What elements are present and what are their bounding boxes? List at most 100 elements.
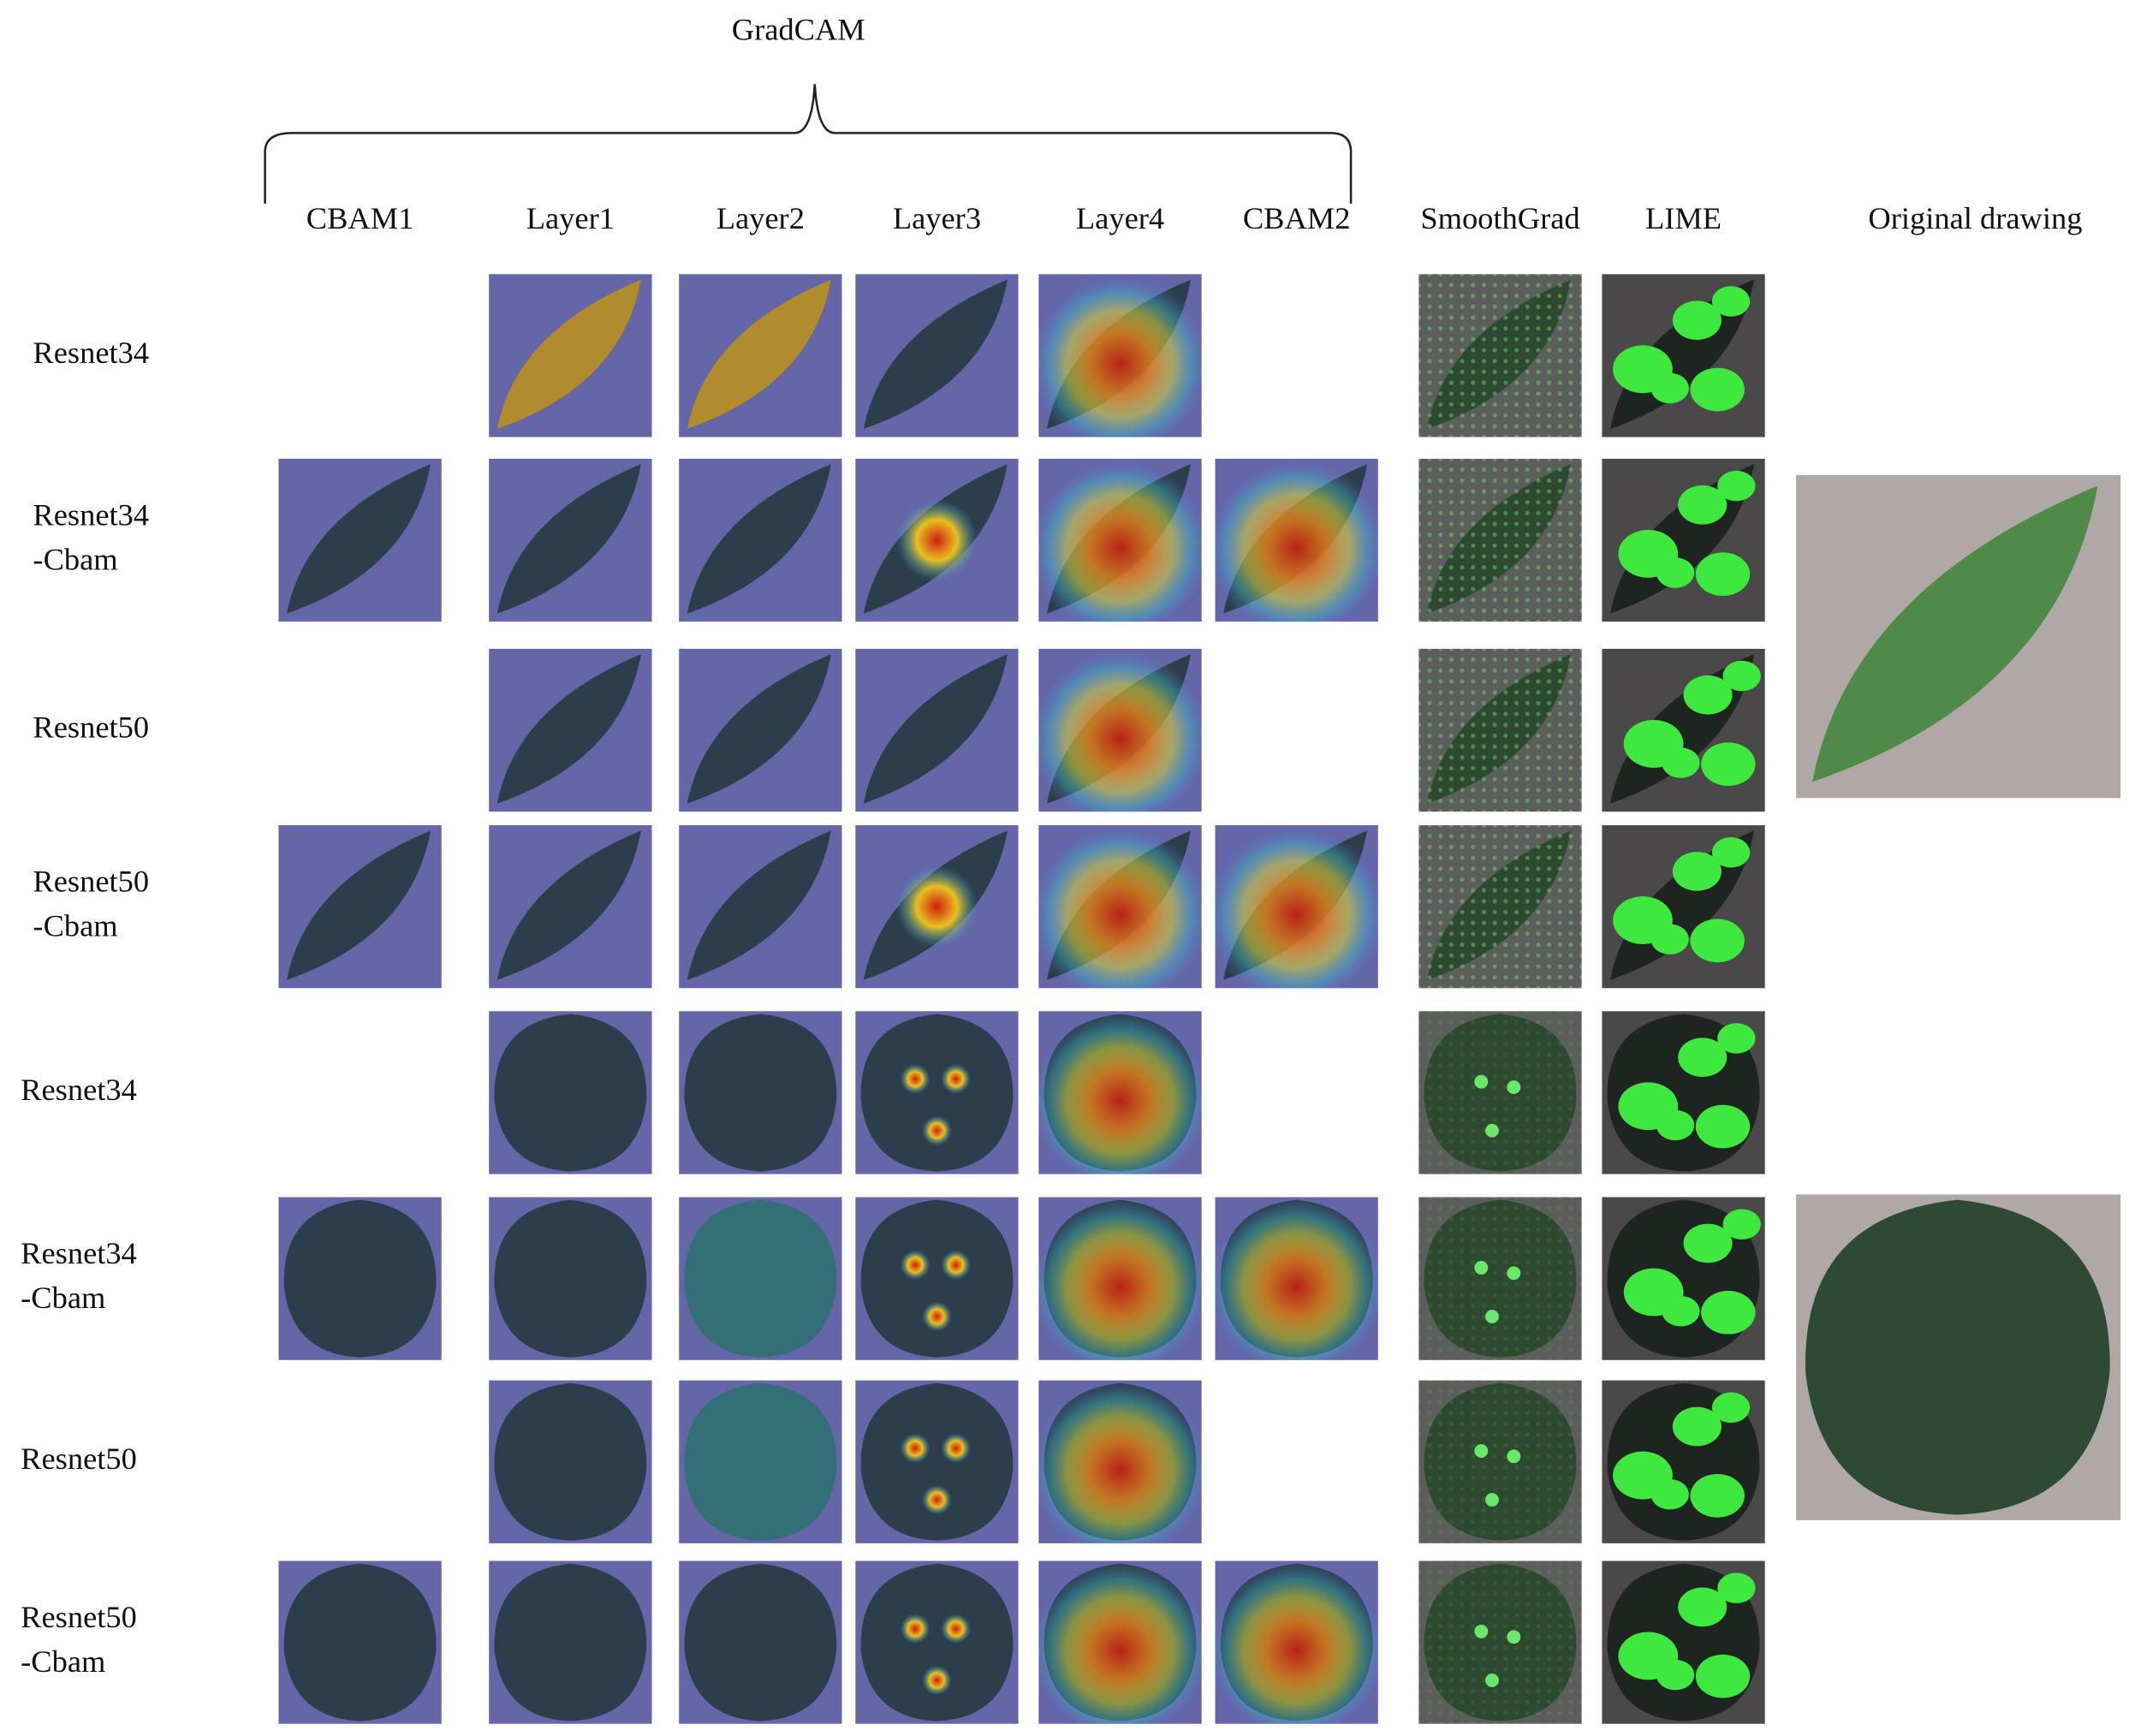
image-cell: [855, 274, 1019, 437]
leaf: [497, 654, 641, 804]
lime-region: [1662, 1295, 1700, 1327]
heat-spot: [900, 1614, 931, 1644]
leaf: [687, 830, 831, 980]
row-label: Resnet34: [21, 1073, 137, 1107]
image-cell: [1215, 1561, 1378, 1724]
row-label: -Cbam: [33, 909, 117, 943]
lime-region: [1656, 557, 1695, 588]
lime-region: [1683, 675, 1733, 715]
smoothgrad-dots: [1418, 648, 1582, 812]
lime-region: [1690, 919, 1745, 963]
column-header: Layer1: [526, 201, 615, 235]
leaf: [687, 654, 831, 804]
smoothgrad-spot: [1474, 1261, 1489, 1275]
image-cell: [278, 825, 442, 989]
lime-region: [1672, 300, 1722, 341]
image-cell: [855, 458, 1019, 622]
heat-spot: [922, 1115, 952, 1146]
image-cell: [1418, 648, 1582, 812]
heat-leaf: [497, 279, 641, 430]
column-header: CBAM1: [306, 201, 414, 235]
lime-region: [1650, 372, 1689, 404]
heat-spot: [941, 1433, 972, 1464]
smoothgrad-dots: [1418, 1561, 1582, 1724]
image-cell: [1215, 825, 1378, 989]
heat-spot: [900, 1433, 931, 1464]
lime-region: [1701, 1290, 1756, 1335]
original-leaf: [1812, 485, 2098, 782]
heat-spot: [895, 865, 978, 948]
lime-region: [1695, 1654, 1751, 1698]
leaf: [286, 464, 431, 614]
smoothgrad-dots: [1418, 1197, 1582, 1360]
image-cell: [278, 1197, 442, 1360]
original-leaf: [1805, 1199, 2110, 1515]
smoothgrad-spot: [1507, 1630, 1521, 1644]
leaf: [860, 1382, 1014, 1541]
row-label: -Cbam: [33, 543, 117, 577]
image-cell: [1602, 825, 1765, 989]
image-cell: [855, 1561, 1019, 1724]
image-cell: [1038, 1561, 1202, 1724]
heat-spot: [941, 1250, 972, 1281]
image-cell: [855, 648, 1019, 812]
lime-region: [1650, 1479, 1689, 1510]
leaf: [494, 1014, 647, 1172]
image-cell: [1038, 1197, 1202, 1360]
row-label: Resnet50: [33, 864, 149, 898]
leaf: [497, 464, 641, 614]
heat-leaf: [684, 1199, 837, 1358]
lime-region: [1656, 1109, 1695, 1141]
image-cell: [489, 458, 652, 622]
image-cell: [278, 1561, 442, 1724]
image-cell: [489, 1197, 652, 1360]
smoothgrad-dots: [1418, 458, 1582, 622]
smoothgrad-spot: [1507, 1080, 1521, 1095]
image-cell: [1038, 458, 1202, 622]
image-cell: [489, 1561, 652, 1724]
heatmap: [1038, 1197, 1202, 1360]
leaf: [283, 1563, 437, 1721]
leaf: [497, 830, 641, 980]
image-cell: [1602, 1197, 1765, 1360]
column-header: Layer4: [1076, 201, 1164, 235]
gradcam-brace: [264, 84, 1353, 204]
image-cell: [1418, 274, 1582, 437]
image-cell: [1038, 1011, 1202, 1174]
lime-region: [1711, 1392, 1751, 1424]
column-header: Layer2: [717, 201, 805, 235]
image-grid: [278, 274, 2121, 1724]
image-cell: [489, 648, 652, 812]
lime-region: [1722, 1209, 1761, 1240]
original-image: [1796, 1194, 2121, 1520]
heatmap: [1038, 1380, 1202, 1543]
image-cell: [1602, 1561, 1765, 1724]
heat-spot: [941, 1614, 972, 1644]
leaf: [494, 1199, 647, 1358]
image-cell: [679, 458, 842, 622]
lime-region: [1717, 470, 1756, 502]
column-header: Layer3: [893, 201, 981, 235]
heat-spot: [895, 499, 978, 581]
column-header: LIME: [1645, 201, 1722, 235]
leaf: [860, 1014, 1014, 1172]
lime-region: [1683, 1223, 1733, 1263]
image-cell: [679, 825, 842, 989]
image-cell: [1038, 825, 1202, 989]
image-cell: [1602, 1380, 1765, 1543]
lime-region: [1678, 1037, 1728, 1078]
leaf: [863, 654, 1008, 804]
leaf: [863, 279, 1008, 430]
heatmap: [1038, 825, 1202, 989]
image-cell: [1038, 1380, 1202, 1543]
image-cell: [489, 825, 652, 989]
heat-spot: [922, 1665, 952, 1696]
image-cell: [489, 274, 652, 437]
row-label: Resnet50: [21, 1442, 137, 1476]
smoothgrad-spot: [1474, 1444, 1489, 1458]
lime-region: [1678, 485, 1728, 525]
image-cell: [679, 1561, 842, 1724]
image-cell: [1602, 458, 1765, 622]
heatmap: [1038, 1561, 1202, 1724]
lime-region: [1695, 552, 1751, 597]
